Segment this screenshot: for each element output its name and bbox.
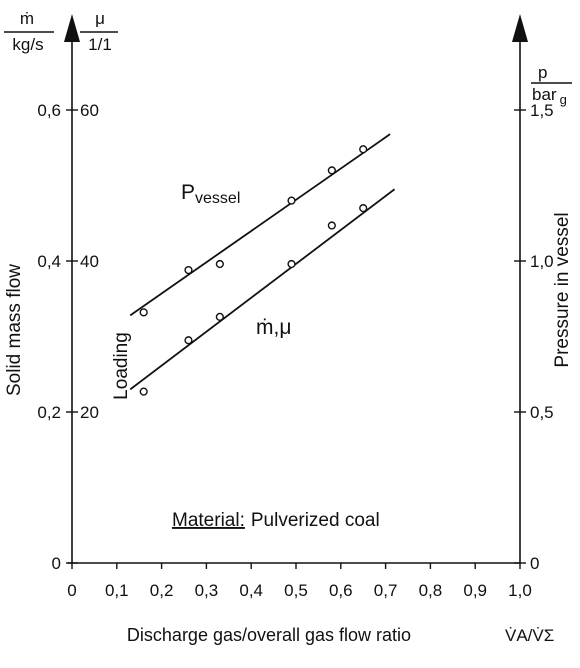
material-annotation: Material: Pulverized coal	[172, 510, 380, 531]
loading-tick-label: 20	[80, 403, 99, 422]
loading-unit-mu: μ	[95, 9, 105, 28]
data-point-series-1	[215, 312, 224, 321]
left-axis-arrow-icon	[64, 14, 80, 42]
data-point-series-0	[139, 308, 148, 317]
x-tick-label: 0,8	[419, 581, 443, 600]
x-tick-label: 0	[67, 581, 76, 600]
loading-tick-label: 40	[80, 252, 99, 271]
fit-line-series-0	[129, 133, 391, 317]
loading-unit-value: 1/1	[88, 35, 112, 54]
right-tick-label: 1,0	[530, 252, 554, 271]
series-label-mdot-mu: ṁ,μ	[256, 316, 291, 339]
right-axis-arrow-icon	[512, 14, 528, 42]
data-points	[139, 145, 368, 396]
left-ticks: 0 0,2 0,4 0,6 20 40 60	[37, 101, 99, 573]
x-axis-symbol: V̇A/V̇Σ	[505, 626, 554, 645]
fit-line-series-1	[129, 188, 396, 391]
x-tick-label: 0,1	[105, 581, 129, 600]
right-unit-bar: bar g	[532, 85, 567, 107]
loading-tick-label: 60	[80, 101, 99, 120]
left-tick-label: 0,4	[37, 252, 61, 271]
data-point-series-1	[287, 259, 296, 269]
x-tick-label: 0,7	[374, 581, 398, 600]
right-unit-p: p	[538, 63, 547, 82]
left-unit-kgs: kg/s	[12, 35, 43, 54]
left-tick-label: 0,2	[37, 403, 61, 422]
right-unit-sub: g	[560, 92, 567, 107]
series-label-pvessel: Pvessel	[181, 181, 240, 207]
loading-axis-label: Loading	[111, 332, 132, 400]
right-tick-label: 0,5	[530, 403, 554, 422]
x-ticks: 0 0,1 0,2 0,3 0,4 0,5 0,6 0,7 0,8 0,9 1,0	[67, 563, 532, 600]
x-tick-label: 0,3	[195, 581, 219, 600]
x-tick-label: 0,5	[284, 581, 308, 600]
data-point-series-0	[359, 145, 368, 154]
left-unit-mdot: ṁ	[20, 9, 34, 28]
right-ticks: 0 0,5 1,0 1,5	[514, 101, 554, 573]
x-tick-label: 0,9	[463, 581, 487, 600]
left-tick-label: 0,6	[37, 101, 61, 120]
left-axis-label: Solid mass flow	[4, 264, 25, 396]
x-axis-label: Discharge gas/overall gas flow ratio	[127, 625, 411, 645]
data-point-series-1	[327, 221, 336, 230]
data-point-series-1	[139, 387, 148, 396]
data-point-series-0	[215, 259, 224, 269]
data-point-series-0	[184, 265, 193, 275]
data-point-series-0	[327, 166, 336, 175]
x-tick-label: 0,4	[239, 581, 263, 600]
right-tick-label: 1,5	[530, 101, 554, 120]
data-point-series-1	[184, 336, 193, 345]
fit-lines	[129, 133, 396, 391]
left-tick-label: 0	[52, 554, 61, 573]
data-point-series-0	[287, 196, 296, 205]
x-tick-label: 0,6	[329, 581, 353, 600]
right-tick-label: 0	[530, 554, 539, 573]
material-value: Pulverized coal	[251, 510, 380, 531]
material-prefix: Material:	[172, 510, 245, 531]
data-point-series-1	[359, 204, 368, 213]
x-tick-label: 0,2	[150, 581, 174, 600]
right-axis-label: Pressure in vessel	[552, 212, 573, 367]
x-tick-label: 1,0	[508, 581, 532, 600]
series-label-pvessel-sub: vessel	[195, 190, 240, 207]
